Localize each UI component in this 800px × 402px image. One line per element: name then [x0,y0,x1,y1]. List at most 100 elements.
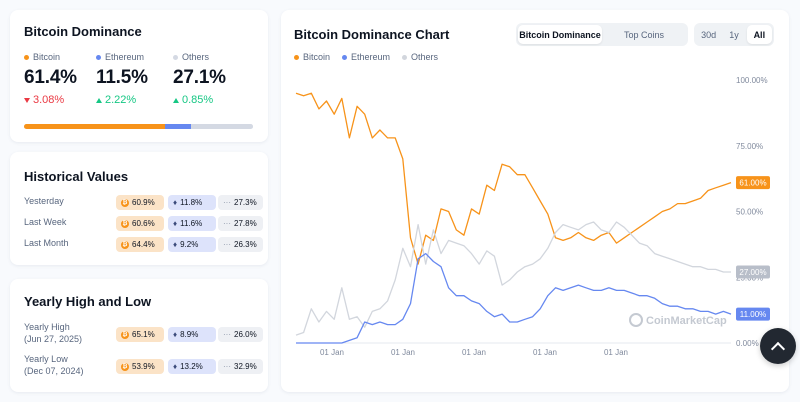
dominance-bitcoin-name: Bitcoin [33,52,61,62]
dominance-bitcoin-change: 3.08% [33,94,65,106]
x-tick-label: 01 Jan [462,348,486,357]
eth-value: 13.2% [180,362,203,371]
others-pill: ··· 26.0% [218,327,263,342]
others-pill: ··· 27.8% [218,216,263,231]
legend-others-label: Others [411,52,439,62]
share-bar-others [190,124,253,129]
current-value-badge-others [736,265,770,279]
chart-title: Bitcoin Dominance Chart [294,27,450,42]
legend-others[interactable]: Others [402,52,438,62]
coinmarketcap-watermark: CoinMarketCap [629,313,727,327]
dominance-card: Bitcoin Dominance Bitcoin 61.4% 3.08% Et… [10,10,268,142]
eth-value: 8.9% [180,330,199,339]
eth-value: 11.8% [180,198,203,207]
bitcoin-dot-icon [294,54,299,60]
dominance-bitcoin-value: 61.4% [24,67,77,88]
caret-down-icon [24,97,30,103]
ethereum-dot-icon [96,54,101,60]
x-tick-label: 01 Jan [533,348,557,357]
yearly-low-date: (Dec 07, 2024) [24,366,84,376]
bitcoin-dot-icon [24,54,29,60]
ellipsis-icon: ··· [223,330,231,339]
series-line-bitcoin [295,92,732,265]
eth-value: 11.6% [180,219,203,228]
dominance-ethereum: Ethereum 11.5% 2.22% [96,52,148,106]
eth-pill: ♦ 11.6% [168,216,216,231]
current-value-label-others: 27.00% [739,268,766,277]
historical-row: Yesterday ₿ 60.9% ♦ 11.8% ··· 27.3% [24,195,263,210]
row-label: Yearly High (Jun 27, 2025) [24,321,82,345]
range-all[interactable]: All [746,25,772,44]
dominance-others-name: Others [182,52,210,62]
watermark-text: CoinMarketCap [646,315,727,327]
legend-bitcoin-label: Bitcoin [303,52,331,62]
yearly-low-row: Yearly Low (Dec 07, 2024) ₿ 53.9% ♦ 13.2% ·… [24,353,263,381]
series-line-others [295,221,731,336]
btc-value: 60.6% [132,219,155,228]
range-1y[interactable]: 1y [729,29,739,40]
yearly-high-low-card: Yearly High and Low Yearly High (Jun 27, … [10,279,268,392]
current-value-label-bitcoin: 61.00% [739,179,766,188]
bitcoin-icon: ₿ [121,198,129,207]
scroll-to-top-button[interactable] [760,328,796,364]
btc-pill: ₿ 64.4% [116,237,164,252]
others-value: 27.3% [234,198,257,207]
x-tick-label: 01 Jan [320,348,344,357]
eth-value: 9.2% [180,240,199,249]
row-label: Last Week [24,217,67,227]
historical-values-card: Historical Values Yesterday ₿ 60.9% ♦ 11.8… [10,152,268,265]
legend-ethereum[interactable]: Ethereum [342,52,390,62]
yearly-high-label: Yearly High [24,322,70,332]
chart-legend: Bitcoin Ethereum Others [294,52,438,62]
ethereum-icon: ♦ [173,198,178,207]
btc-value: 65.1% [132,330,155,339]
ethereum-icon: ♦ [173,330,178,339]
historical-row: Last Month ₿ 64.4% ♦ 9.2% ··· 26.3% [24,237,263,252]
eth-pill: ♦ 13.2% [168,359,216,374]
caret-up-icon [173,97,179,103]
bitcoin-icon: ₿ [121,219,129,228]
range-30d[interactable]: 30d [701,29,717,40]
legend-ethereum-label: Ethereum [351,52,391,62]
btc-pill: ₿ 53.9% [116,359,164,374]
yearly-low-label: Yearly Low [24,354,68,364]
x-tick-label: 01 Jan [391,348,415,357]
yearly-high-row: Yearly High (Jun 27, 2025) ₿ 65.1% ♦ 8.9% ·… [24,321,263,349]
ethereum-icon: ♦ [173,219,178,228]
share-bar-ethereum [164,124,191,129]
btc-pill: ₿ 60.6% [116,216,164,231]
ellipsis-icon: ··· [223,219,231,228]
others-value: 27.8% [234,219,257,228]
dominance-bitcoin: Bitcoin 61.4% 3.08% [24,52,77,106]
row-label: Last Month [24,238,69,248]
ellipsis-icon: ··· [223,198,231,207]
dominance-ethereum-value: 11.5% [96,67,148,88]
tab-bitcoin-dominance[interactable]: Bitcoin Dominance [518,25,602,44]
y-tick-label: 0.00% [736,339,759,348]
yearly-high-date: (Jun 27, 2025) [24,334,83,344]
chevron-up-icon [770,341,786,356]
y-tick-label: 75.00% [736,142,763,151]
others-pill: ··· 32.9% [218,359,263,374]
dominance-others-value: 27.1% [173,67,226,88]
others-value: 26.3% [234,240,257,249]
legend-bitcoin[interactable]: Bitcoin [294,52,330,62]
tab-top-coins[interactable]: Top Coins [623,29,665,40]
ethereum-icon: ♦ [173,362,178,371]
current-value-badge-ethereum [736,307,770,321]
ellipsis-icon: ··· [223,240,231,249]
btc-pill: ₿ 60.9% [116,195,164,210]
current-value-label-ethereum: 11.00% [740,310,767,319]
ethereum-icon: ♦ [173,240,178,249]
historical-title: Historical Values [24,169,129,184]
coinmarketcap-logo-icon [629,313,643,327]
row-label: Yesterday [24,196,64,206]
x-tick-label: 01 Jan [604,348,628,357]
chart-tab-switcher: Bitcoin Dominance Top Coins [516,23,688,46]
dominance-ethereum-change: 2.22% [105,94,137,106]
eth-pill: ♦ 8.9% [168,327,216,342]
btc-value: 53.9% [132,362,155,371]
current-value-badge-bitcoin [736,176,770,190]
dominance-share-bar [24,124,253,129]
